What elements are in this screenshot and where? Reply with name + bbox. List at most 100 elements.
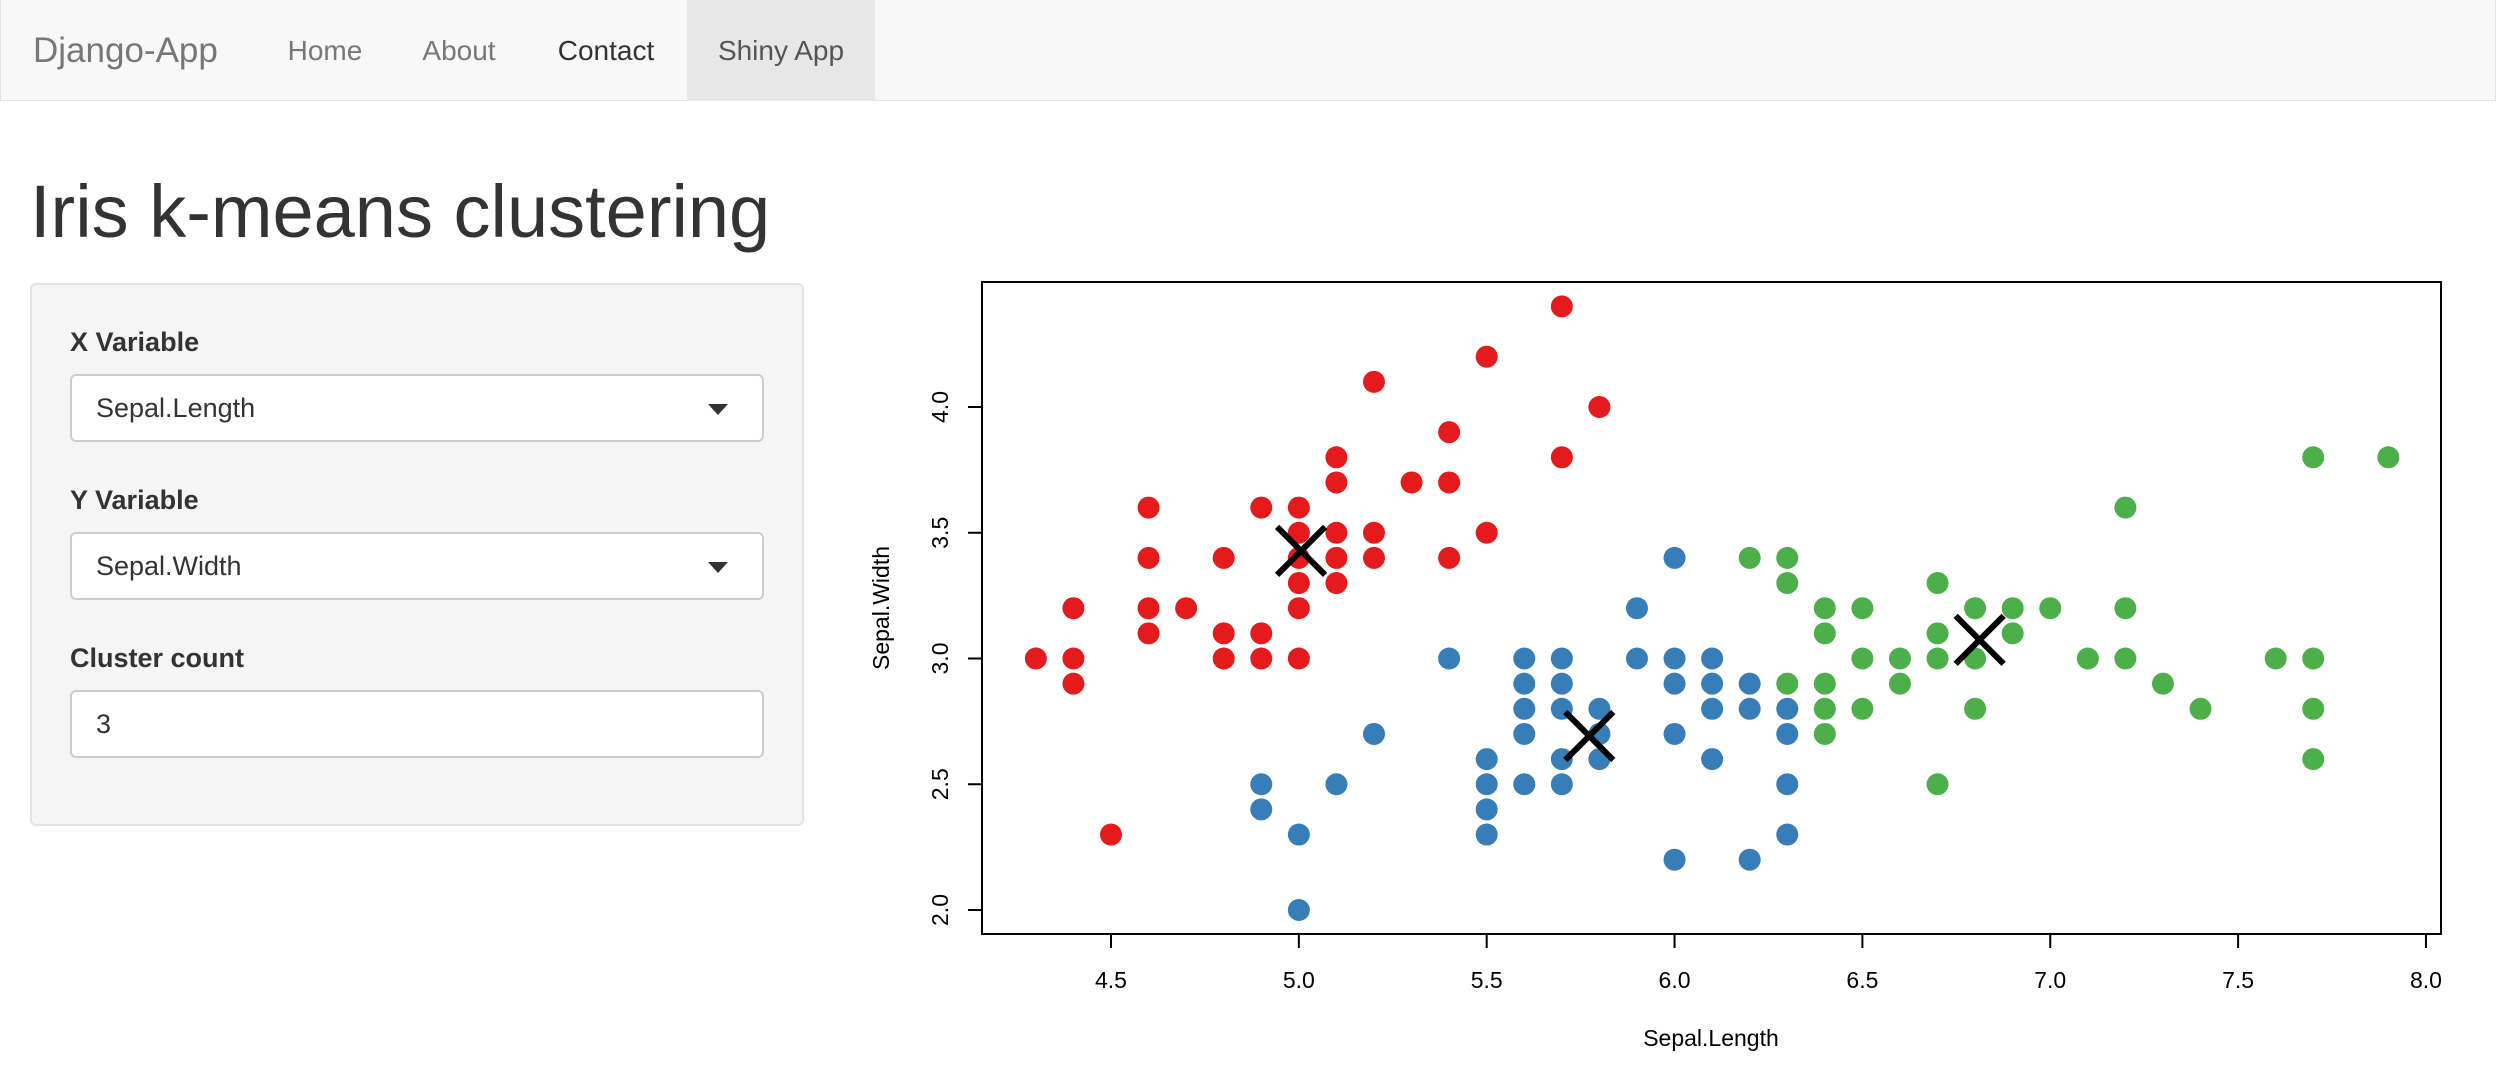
cluster-center-1 — [1274, 524, 1328, 577]
data-point-cluster-1 — [1588, 396, 1611, 418]
data-point-cluster-3 — [1813, 622, 1836, 645]
data-point-cluster-2 — [1663, 722, 1686, 745]
data-point-cluster-1 — [1325, 471, 1348, 494]
data-point-cluster-2 — [1663, 546, 1686, 569]
data-point-cluster-2 — [1701, 647, 1724, 670]
data-point-cluster-3 — [2302, 697, 2325, 720]
y-variable-select[interactable]: Sepal.Width — [70, 532, 764, 600]
data-point-cluster-2 — [1513, 697, 1536, 720]
data-point-cluster-3 — [2039, 597, 2062, 620]
data-point-cluster-2 — [1513, 773, 1536, 796]
data-point-cluster-1 — [1250, 622, 1273, 645]
data-point-cluster-2 — [1625, 597, 1648, 620]
data-point-cluster-3 — [1776, 572, 1799, 595]
y-axis-title: Sepal.Width — [868, 546, 894, 670]
x-tick-label: 7.0 — [2034, 967, 2066, 993]
data-point-cluster-1 — [1400, 471, 1423, 494]
data-point-cluster-1 — [1325, 521, 1348, 544]
data-point-cluster-1 — [1550, 295, 1573, 318]
nav-about[interactable]: About — [422, 35, 496, 66]
x-tick-label: 4.5 — [1095, 967, 1127, 993]
data-point-cluster-3 — [2264, 647, 2287, 670]
plot-frame — [981, 281, 2442, 935]
data-point-cluster-1 — [1062, 647, 1085, 670]
nav-contact[interactable]: Contact — [557, 35, 655, 66]
data-point-cluster-3 — [1813, 672, 1836, 695]
data-point-cluster-1 — [1137, 546, 1160, 569]
nav-home[interactable]: Home — [287, 35, 363, 66]
data-point-cluster-1 — [1362, 370, 1385, 393]
x-tick-label: 6.0 — [1659, 967, 1691, 993]
y-tick-label: 2.5 — [927, 768, 953, 800]
data-point-cluster-3 — [1926, 647, 1949, 670]
x-tick-label: 6.5 — [1846, 967, 1878, 993]
x-tick-label: 8.0 — [2410, 967, 2442, 993]
data-point-cluster-1 — [1287, 597, 1310, 620]
data-point-cluster-3 — [1813, 722, 1836, 745]
x-variable-select[interactable]: Sepal.Length — [70, 374, 764, 442]
data-point-cluster-3 — [1776, 672, 1799, 695]
data-point-cluster-2 — [1588, 697, 1611, 720]
data-point-cluster-2 — [1475, 773, 1498, 796]
x-tick-label: 7.5 — [2222, 967, 2254, 993]
data-point-cluster-3 — [1738, 546, 1761, 569]
data-point-cluster-3 — [1964, 597, 1987, 620]
cluster-center-3 — [1953, 613, 2006, 667]
data-point-cluster-3 — [2189, 697, 2212, 720]
data-point-cluster-1 — [1362, 546, 1385, 569]
data-point-cluster-3 — [2302, 446, 2325, 469]
x-tick-label: 5.0 — [1283, 967, 1315, 993]
data-point-cluster-2 — [1250, 798, 1273, 821]
data-point-cluster-3 — [2076, 647, 2099, 670]
data-point-cluster-1 — [1287, 521, 1310, 544]
data-point-cluster-3 — [2114, 597, 2137, 620]
nav-shiny-app[interactable]: Shiny App — [687, 0, 875, 101]
data-point-cluster-2 — [1438, 647, 1461, 670]
data-point-cluster-1 — [1100, 823, 1122, 846]
data-point-cluster-1 — [1250, 496, 1273, 519]
center-marker-stroke — [1953, 613, 2006, 667]
data-point-cluster-1 — [1438, 421, 1461, 444]
data-point-cluster-3 — [2114, 496, 2137, 519]
data-point-cluster-1 — [1325, 446, 1348, 469]
data-point-cluster-2 — [1663, 848, 1686, 871]
data-point-cluster-2 — [1325, 773, 1348, 796]
data-point-cluster-3 — [2114, 647, 2137, 670]
data-point-cluster-2 — [1776, 823, 1799, 846]
data-point-cluster-3 — [1851, 597, 1874, 620]
data-point-cluster-2 — [1513, 672, 1536, 695]
data-point-cluster-1 — [1212, 546, 1235, 569]
data-point-cluster-2 — [1362, 722, 1385, 745]
data-point-cluster-3 — [1851, 697, 1874, 720]
data-point-cluster-3 — [2151, 672, 2174, 695]
data-point-cluster-2 — [1776, 773, 1799, 796]
data-point-cluster-1 — [1325, 572, 1348, 595]
data-point-cluster-1 — [1325, 546, 1348, 569]
data-point-cluster-2 — [1475, 798, 1498, 821]
data-point-cluster-3 — [1926, 572, 1949, 595]
data-point-cluster-3 — [1964, 697, 1987, 720]
y-variable-value: Sepal.Width — [96, 551, 242, 581]
cluster-center-2 — [1563, 709, 1616, 763]
data-point-cluster-1 — [1212, 622, 1235, 645]
data-point-cluster-1 — [1475, 345, 1498, 368]
data-point-cluster-3 — [1926, 622, 1949, 645]
data-point-cluster-1 — [1175, 597, 1198, 620]
data-point-cluster-1 — [1438, 546, 1461, 569]
data-point-cluster-3 — [1776, 546, 1799, 569]
data-point-cluster-2 — [1287, 823, 1310, 846]
data-point-cluster-1 — [1212, 647, 1235, 670]
data-point-cluster-2 — [1738, 697, 1761, 720]
navbar-brand[interactable]: Django-App — [33, 31, 218, 70]
data-point-cluster-3 — [1888, 647, 1911, 670]
data-point-cluster-3 — [2001, 622, 2024, 645]
data-point-cluster-2 — [1513, 722, 1536, 745]
data-point-cluster-1 — [1250, 647, 1273, 670]
data-point-cluster-1 — [1438, 471, 1461, 494]
y-variable-label: Y Variable — [70, 485, 199, 515]
y-tick-label: 3.5 — [927, 517, 953, 549]
data-point-cluster-1 — [1137, 597, 1160, 620]
cluster-count-input[interactable]: 3 — [70, 690, 764, 758]
data-point-cluster-2 — [1250, 773, 1273, 796]
data-point-cluster-3 — [1851, 647, 1874, 670]
